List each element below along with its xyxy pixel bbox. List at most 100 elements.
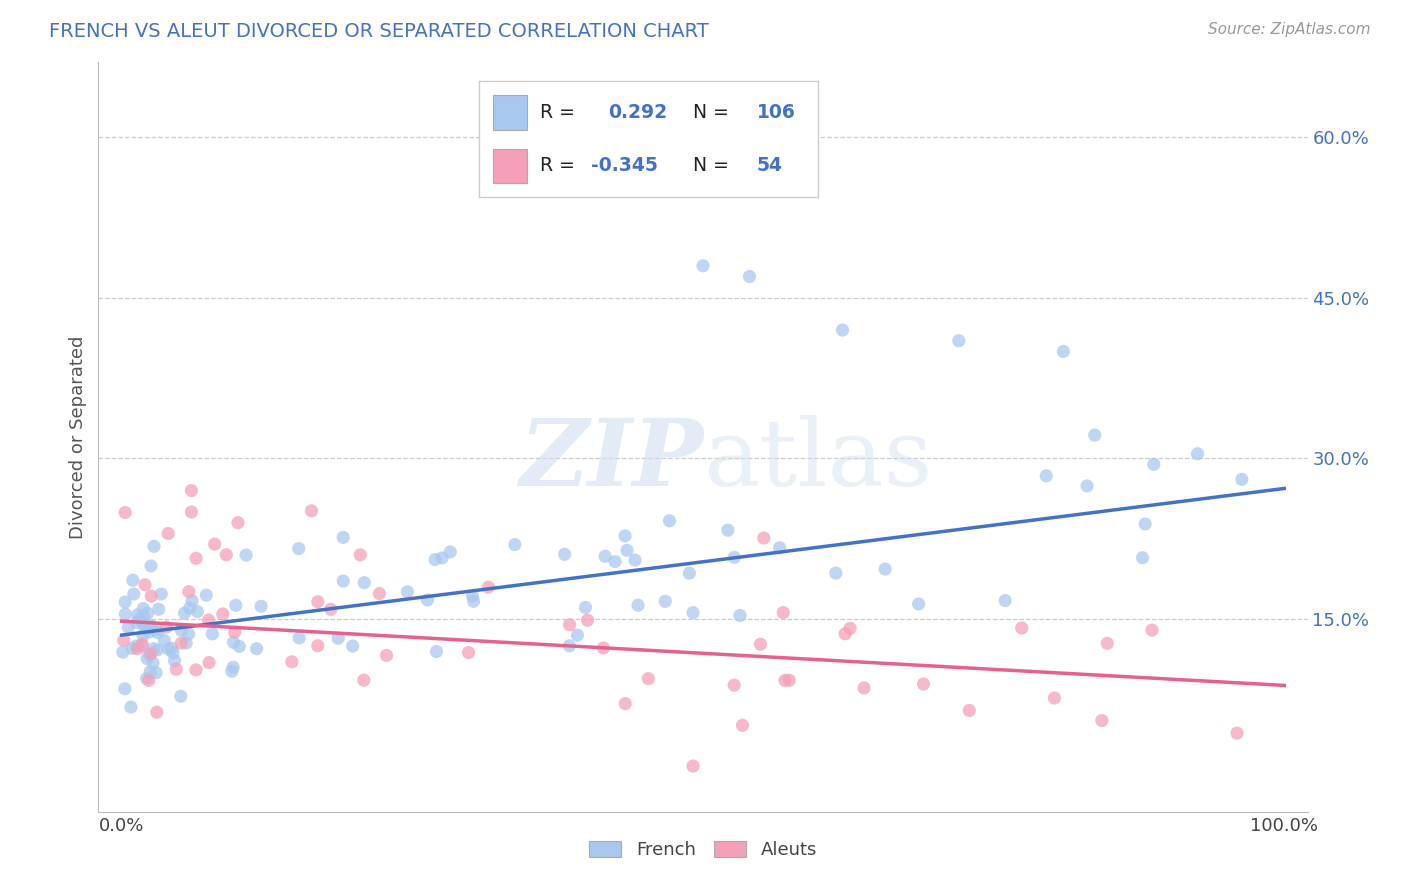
- Point: [749, 637, 772, 651]
- Point: [332, 531, 354, 545]
- Point: [146, 625, 169, 640]
- Point: [211, 607, 233, 621]
- Point: [146, 705, 169, 719]
- Point: [224, 625, 246, 640]
- Point: [186, 605, 208, 619]
- Point: [353, 673, 375, 688]
- Point: [627, 598, 650, 612]
- Point: [614, 697, 637, 711]
- Point: [731, 718, 754, 732]
- Text: FRENCH VS ALEUT DIVORCED OR SEPARATED CORRELATION CHART: FRENCH VS ALEUT DIVORCED OR SEPARATED CO…: [49, 22, 709, 41]
- Point: [593, 549, 616, 564]
- Point: [574, 600, 596, 615]
- Point: [145, 665, 167, 680]
- Point: [235, 548, 257, 562]
- Point: [328, 631, 350, 645]
- Point: [222, 660, 245, 674]
- Point: [127, 641, 149, 656]
- Point: [423, 552, 446, 566]
- Point: [1052, 344, 1074, 359]
- Point: [155, 620, 177, 634]
- Point: [125, 639, 148, 653]
- Point: [912, 677, 935, 691]
- Point: [215, 548, 238, 562]
- Point: [616, 543, 638, 558]
- Point: [558, 617, 581, 632]
- Point: [957, 703, 980, 717]
- Point: [288, 631, 311, 645]
- Point: [139, 558, 162, 573]
- Point: [637, 672, 659, 686]
- Point: [111, 645, 134, 659]
- Point: [287, 541, 309, 556]
- Point: [134, 578, 156, 592]
- Point: [114, 595, 136, 609]
- Point: [204, 537, 226, 551]
- Point: [281, 655, 304, 669]
- Point: [682, 759, 704, 773]
- Point: [221, 665, 243, 679]
- Point: [114, 506, 136, 520]
- Point: [752, 531, 775, 545]
- Point: [457, 646, 479, 660]
- Point: [132, 610, 155, 624]
- Point: [143, 540, 166, 554]
- Point: [824, 566, 846, 580]
- Point: [138, 625, 160, 640]
- Point: [831, 323, 853, 337]
- Point: [907, 597, 929, 611]
- Point: [554, 547, 576, 561]
- Point: [157, 526, 180, 541]
- Point: [170, 624, 193, 638]
- Point: [342, 639, 364, 653]
- Point: [131, 637, 153, 651]
- Point: [145, 623, 167, 637]
- Point: [163, 654, 186, 668]
- Point: [135, 672, 157, 686]
- Point: [139, 647, 162, 661]
- Point: [558, 639, 581, 653]
- Point: [177, 584, 200, 599]
- Point: [139, 665, 162, 679]
- Point: [120, 700, 142, 714]
- Point: [225, 599, 247, 613]
- Point: [184, 551, 207, 566]
- Point: [142, 656, 165, 670]
- Point: [614, 529, 637, 543]
- Point: [1133, 516, 1156, 531]
- Point: [368, 586, 391, 600]
- Point: [121, 641, 143, 656]
- Point: [772, 606, 794, 620]
- Point: [307, 639, 329, 653]
- Point: [728, 608, 751, 623]
- Point: [1143, 458, 1166, 472]
- Point: [416, 593, 439, 607]
- Point: [138, 673, 160, 688]
- Point: [682, 606, 704, 620]
- Point: [170, 636, 193, 650]
- Point: [228, 640, 250, 654]
- Point: [136, 651, 159, 665]
- Point: [173, 606, 195, 620]
- Point: [1035, 468, 1057, 483]
- Point: [477, 580, 499, 594]
- Point: [678, 566, 700, 581]
- Point: [165, 662, 187, 676]
- Point: [839, 621, 862, 635]
- Point: [332, 574, 354, 588]
- Point: [138, 618, 160, 632]
- Point: [834, 626, 856, 640]
- Point: [128, 612, 150, 626]
- Point: [142, 641, 165, 656]
- Point: [125, 615, 148, 630]
- Point: [592, 640, 614, 655]
- Point: [1140, 623, 1163, 637]
- Point: [181, 594, 204, 608]
- Point: [148, 602, 170, 616]
- Point: [153, 633, 176, 648]
- Point: [692, 259, 714, 273]
- Point: [184, 663, 207, 677]
- Point: [624, 553, 647, 567]
- Point: [222, 635, 245, 649]
- Point: [201, 627, 224, 641]
